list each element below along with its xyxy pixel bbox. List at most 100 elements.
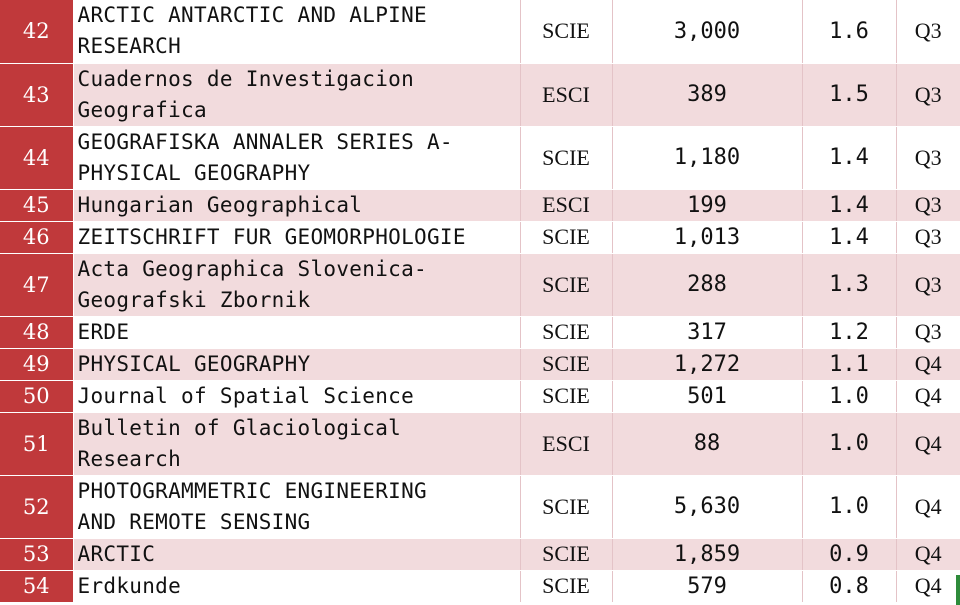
table-row: 44 GEOGRAFISKA ANNALER SERIES A- PHYSICAL…	[0, 126, 960, 190]
index-cell: SCIE	[520, 475, 613, 539]
journal-name-line2: RESEARCH	[77, 34, 182, 59]
rank-cell: 47	[0, 253, 74, 317]
citations-cell: 199	[612, 189, 803, 222]
table-row: 54 Erdkunde SCIE 579 0.8 Q4	[0, 570, 960, 603]
table-row: 48 ERDE SCIE 317 1.2 Q3	[0, 316, 960, 349]
citations-cell: 389	[612, 63, 803, 127]
impact-factor-cell: 1.1	[802, 348, 897, 381]
impact-factor-cell: 1.4	[802, 126, 897, 190]
citations-cell: 288	[612, 253, 803, 317]
table-row: 47 Acta Geographica Slovenica- Geografski…	[0, 253, 960, 317]
journal-name-cell: ZEITSCHRIFT FUR GEOMORPHOLOGIE	[73, 221, 521, 254]
citations-cell: 317	[612, 316, 803, 349]
quartile-cell: Q4	[896, 380, 960, 413]
journal-name-line2: Geografski Zbornik	[77, 287, 311, 312]
index-cell: SCIE	[520, 0, 613, 64]
journal-name-line1: Cuadernos de Investigacion	[77, 66, 415, 91]
quartile-cell: Q3	[896, 63, 960, 127]
impact-factor-cell: 1.4	[802, 221, 897, 254]
citations-cell: 501	[612, 380, 803, 413]
quartile-cell: Q4	[896, 570, 960, 603]
index-cell: SCIE	[520, 253, 613, 317]
impact-factor-cell: 1.0	[802, 412, 897, 476]
journal-name-cell: Journal of Spatial Science	[73, 380, 521, 413]
rank-cell: 44	[0, 126, 74, 190]
journal-name-cell: Erdkunde	[73, 570, 521, 603]
selection-edge-marker	[956, 575, 960, 605]
journal-name-line1: ARCTIC ANTARCTIC AND ALPINE	[77, 3, 427, 28]
journal-name-line2: Research	[77, 446, 182, 471]
table-row: 50 Journal of Spatial Science SCIE 501 1…	[0, 380, 960, 413]
index-cell: SCIE	[520, 316, 613, 349]
citations-cell: 579	[612, 570, 803, 603]
index-cell: SCIE	[520, 538, 613, 571]
journal-name-cell: Hungarian Geographical	[73, 189, 521, 222]
impact-factor-cell: 1.0	[802, 475, 897, 539]
journal-name-line2: Geografica	[77, 97, 207, 122]
impact-factor-cell: 1.5	[802, 63, 897, 127]
journal-name-cell: Bulletin of Glaciological Research	[73, 412, 521, 476]
index-cell: SCIE	[520, 570, 613, 603]
journal-name-line1: Bulletin of Glaciological	[77, 415, 402, 440]
impact-factor-cell: 1.2	[802, 316, 897, 349]
impact-factor-cell: 1.6	[802, 0, 897, 64]
table-row: 51 Bulletin of Glaciological Research ESC…	[0, 412, 960, 476]
journal-name-cell: PHOTOGRAMMETRIC ENGINEERING AND REMOTE SE…	[73, 475, 521, 539]
citations-cell: 88	[612, 412, 803, 476]
table-row: 42 ARCTIC ANTARCTIC AND ALPINE RESEARCH S…	[0, 0, 960, 64]
index-cell: ESCI	[520, 412, 613, 476]
journal-name-line1: GEOGRAFISKA ANNALER SERIES A-	[77, 129, 453, 154]
citations-cell: 1,013	[612, 221, 803, 254]
table-row: 43 Cuadernos de Investigacion Geografica …	[0, 63, 960, 127]
rank-cell: 48	[0, 316, 74, 349]
rank-cell: 53	[0, 538, 74, 571]
rank-cell: 43	[0, 63, 74, 127]
quartile-cell: Q3	[896, 189, 960, 222]
journal-name-cell: ARCTIC ANTARCTIC AND ALPINE RESEARCH	[73, 0, 521, 64]
journal-name-cell: ERDE	[73, 316, 521, 349]
rank-cell: 49	[0, 348, 74, 381]
table-row: 49 PHYSICAL GEOGRAPHY SCIE 1,272 1.1 Q4	[0, 348, 960, 381]
rank-cell: 51	[0, 412, 74, 476]
citations-cell: 1,180	[612, 126, 803, 190]
index-cell: ESCI	[520, 189, 613, 222]
table-row: 53 ARCTIC SCIE 1,859 0.9 Q4	[0, 538, 960, 571]
table-row: 45 Hungarian Geographical ESCI 199 1.4 Q…	[0, 189, 960, 222]
quartile-cell: Q3	[896, 221, 960, 254]
rank-cell: 45	[0, 189, 74, 222]
quartile-cell: Q3	[896, 253, 960, 317]
index-cell: SCIE	[520, 348, 613, 381]
journal-name-line2: AND REMOTE SENSING	[77, 509, 311, 534]
citations-cell: 3,000	[612, 0, 803, 64]
journal-name-line1: Acta Geographica Slovenica-	[77, 256, 427, 281]
journal-name-line2: PHYSICAL GEOGRAPHY	[77, 160, 311, 185]
quartile-cell: Q3	[896, 0, 960, 64]
index-cell: SCIE	[520, 126, 613, 190]
impact-factor-cell: 1.4	[802, 189, 897, 222]
quartile-cell: Q3	[896, 126, 960, 190]
citations-cell: 1,272	[612, 348, 803, 381]
rank-cell: 42	[0, 0, 74, 64]
journal-name-cell: PHYSICAL GEOGRAPHY	[73, 348, 521, 381]
rank-cell: 52	[0, 475, 74, 539]
impact-factor-cell: 1.0	[802, 380, 897, 413]
quartile-cell: Q4	[896, 538, 960, 571]
rank-cell: 50	[0, 380, 74, 413]
index-cell: ESCI	[520, 63, 613, 127]
index-cell: SCIE	[520, 380, 613, 413]
impact-factor-cell: 0.8	[802, 570, 897, 603]
journal-name-cell: GEOGRAFISKA ANNALER SERIES A- PHYSICAL GE…	[73, 126, 521, 190]
quartile-cell: Q4	[896, 348, 960, 381]
citations-cell: 1,859	[612, 538, 803, 571]
quartile-cell: Q4	[896, 475, 960, 539]
index-cell: SCIE	[520, 221, 613, 254]
table-row: 46 ZEITSCHRIFT FUR GEOMORPHOLOGIE SCIE 1…	[0, 221, 960, 254]
rank-cell: 46	[0, 221, 74, 254]
citations-cell: 5,630	[612, 475, 803, 539]
impact-factor-cell: 1.3	[802, 253, 897, 317]
journal-name-cell: Cuadernos de Investigacion Geografica	[73, 63, 521, 127]
journal-name-line1: PHOTOGRAMMETRIC ENGINEERING	[77, 478, 427, 503]
journal-name-cell: Acta Geographica Slovenica- Geografski Zb…	[73, 253, 521, 317]
